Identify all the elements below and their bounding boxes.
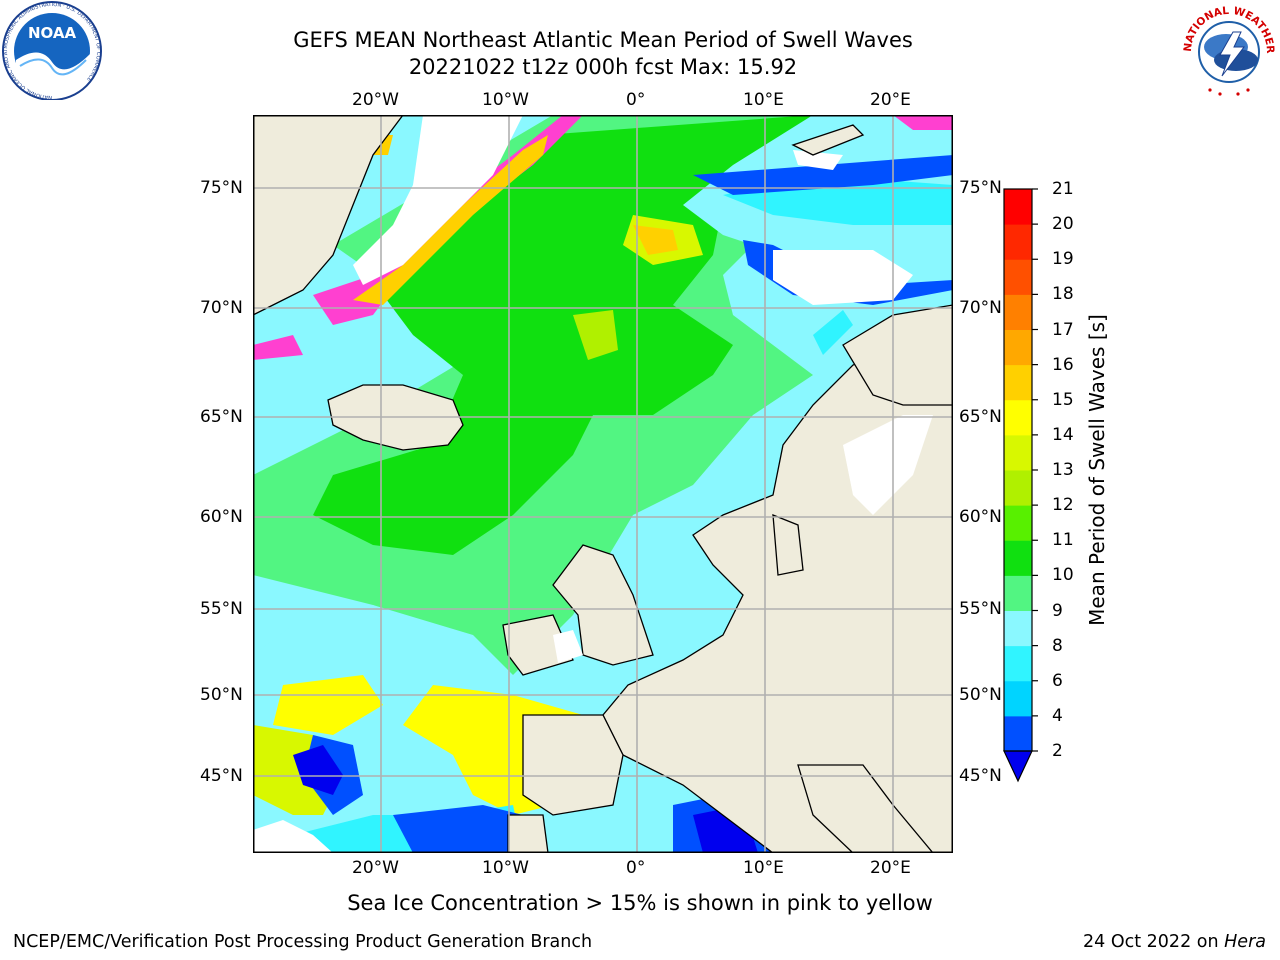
lon-label-bottom-10e: 10°E [743, 858, 784, 878]
colorbar-segment [1004, 399, 1032, 436]
colorbar-tick-label: 4 [1052, 705, 1063, 726]
map-frame [253, 115, 953, 853]
svg-text:NOAA: NOAA [28, 24, 77, 42]
footer-date: 24 Oct 2022 on Hera [1083, 932, 1266, 952]
lon-label-top-0: 0° [626, 90, 646, 110]
lat-label-left-45n: 45°N [200, 766, 243, 786]
colorbar-segment [1004, 680, 1032, 717]
colorbar-tick-label: 21 [1052, 179, 1074, 199]
lat-label-left-65n: 65°N [200, 407, 243, 427]
colorbar-segment [1004, 575, 1032, 611]
colorbar-segment [1004, 715, 1032, 752]
colorbar-segment [1004, 540, 1032, 576]
map-subtitle: 20221022 t12z 000h fcst Max: 15.92 [408, 55, 798, 79]
lon-label-bottom-0: 0° [626, 858, 646, 878]
map-title: GEFS MEAN Northeast Atlantic Mean Period… [293, 28, 913, 52]
colorbar-tick-label: 6 [1052, 670, 1063, 691]
nws-logo: NATIONAL WEATHER SERVICE [1174, 0, 1280, 100]
colorbar [1003, 188, 1038, 783]
colorbar-extend-arrow [1003, 750, 1033, 783]
lon-label-top-20w: 20°W [352, 90, 399, 110]
lon-label-top-10w: 10°W [482, 90, 529, 110]
colorbar-tick-label: 19 [1052, 249, 1074, 270]
colorbar-tick-label: 13 [1052, 460, 1074, 480]
colorbar-tick-label: 2 [1052, 741, 1063, 761]
lon-label-top-20e: 20°E [870, 90, 911, 110]
inland-masks [553, 415, 933, 663]
colorbar-segment [1004, 470, 1032, 506]
colorbar-segment [1004, 505, 1032, 541]
footer-credit: NCEP/EMC/Verification Post Processing Pr… [13, 932, 593, 952]
lat-label-right-65n: 65°N [959, 407, 1002, 427]
lat-label-left-70n: 70°N [200, 298, 243, 318]
colorbar-segment [1004, 259, 1032, 295]
colorbar-segment [1004, 224, 1032, 260]
graticule [253, 115, 953, 853]
footer-host: Hera [1224, 932, 1266, 952]
colorbar-tick-label: 18 [1052, 284, 1074, 305]
lon-label-bottom-10w: 10°W [482, 858, 529, 878]
colorbar-tick-label: 20 [1052, 214, 1074, 235]
colorbar-tick-label: 12 [1052, 495, 1074, 516]
colorbar-label: Mean Period of Swell Waves [s] [1085, 314, 1109, 626]
lat-label-right-60n: 60°N [959, 507, 1002, 527]
colorbar-tick-label: 9 [1052, 600, 1063, 621]
lat-label-right-55n: 55°N [959, 599, 1002, 619]
lat-label-left-75n: 75°N [200, 178, 243, 198]
sea-ice-note: Sea Ice Concentration > 15% is shown in … [347, 891, 933, 915]
colorbar-segment [1004, 434, 1032, 471]
colorbar-segment [1004, 329, 1032, 366]
colorbar-tick-label: 17 [1052, 319, 1074, 340]
lon-label-bottom-20w: 20°W [352, 858, 399, 878]
colorbar-segment [1004, 364, 1032, 401]
noaa-logo: NATIONAL OCEANIC AND ATMOSPHERIC ADMINIS… [0, 0, 104, 101]
masked-areas [253, 115, 913, 853]
colorbar-tick-label: 10 [1052, 565, 1074, 586]
colorbar-tick-label: 11 [1052, 530, 1074, 551]
colorbar-tick-label: 8 [1052, 635, 1063, 656]
lat-label-left-55n: 55°N [200, 599, 243, 619]
colorbar-tick-label: 16 [1052, 354, 1074, 375]
lon-label-top-10e: 10°E [743, 90, 784, 110]
colorbar-segment [1004, 645, 1032, 682]
colorbar-segment [1004, 610, 1032, 647]
colorbar-segment [1004, 294, 1032, 330]
lat-label-right-70n: 70°N [959, 298, 1002, 318]
lat-label-left-50n: 50°N [200, 685, 243, 705]
lat-label-right-50n: 50°N [959, 685, 1002, 705]
colorbar-tick-label: 14 [1052, 424, 1074, 445]
colorbar-tick-label: 15 [1052, 389, 1074, 410]
map-panel [253, 115, 953, 853]
lat-label-left-60n: 60°N [200, 507, 243, 527]
lon-label-bottom-20e: 20°E [870, 858, 911, 878]
colorbar-segment [1004, 189, 1032, 225]
lat-label-right-75n: 75°N [959, 178, 1002, 198]
lat-label-right-45n: 45°N [959, 766, 1002, 786]
footer-date-text: 24 Oct 2022 on [1083, 932, 1225, 952]
